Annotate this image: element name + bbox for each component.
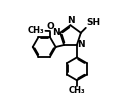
Text: CH₃: CH₃ [28, 26, 44, 35]
Text: O: O [46, 22, 54, 31]
Text: N: N [77, 41, 85, 49]
Text: N: N [67, 16, 74, 25]
Text: SH: SH [86, 18, 100, 27]
Text: CH₃: CH₃ [69, 86, 85, 95]
Text: N: N [52, 28, 60, 37]
